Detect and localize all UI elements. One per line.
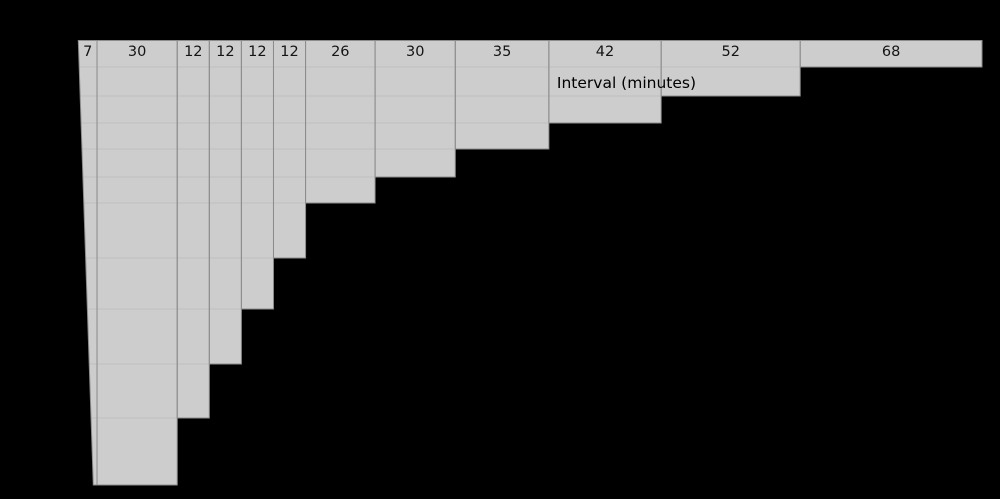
column-cell-border xyxy=(272,40,307,259)
column-cell-border xyxy=(660,40,801,97)
column-cell-border xyxy=(176,40,210,419)
column-cell-border xyxy=(96,40,178,486)
column-cell xyxy=(241,40,274,309)
interval-axis-label: Interval (minutes) xyxy=(557,74,696,92)
column-interval-label: 30 xyxy=(128,44,146,60)
column-cell-border xyxy=(374,40,456,178)
column-cell xyxy=(78,40,98,485)
column-cell xyxy=(177,40,210,418)
column-interval-label: 12 xyxy=(216,44,234,60)
column-interval-label: 12 xyxy=(280,44,298,60)
column-cell-border xyxy=(454,40,550,150)
column-cell-border xyxy=(548,40,662,124)
column-interval-label: 52 xyxy=(721,44,739,60)
column-interval-label: 35 xyxy=(493,44,511,60)
column-cell-border xyxy=(240,40,274,310)
column-cell xyxy=(800,40,982,67)
column-interval-label: 7 xyxy=(83,44,92,60)
column-interval-label: 12 xyxy=(184,44,202,60)
column-interval-label: 12 xyxy=(248,44,266,60)
column-cell-border xyxy=(799,40,983,68)
column-cell-border xyxy=(305,40,376,204)
column-interval-label: 26 xyxy=(331,44,349,60)
column-cell xyxy=(375,40,456,177)
column-cell xyxy=(548,40,662,123)
column-cell xyxy=(97,40,178,485)
column-interval-label: 30 xyxy=(406,44,424,60)
column-cell-border xyxy=(208,40,242,365)
column-cell xyxy=(661,40,801,96)
column-cell xyxy=(305,40,376,203)
column-interval-label: 42 xyxy=(596,44,614,60)
column-cell xyxy=(455,40,549,149)
column-interval-label: 68 xyxy=(882,44,900,60)
column-cell xyxy=(209,40,242,364)
